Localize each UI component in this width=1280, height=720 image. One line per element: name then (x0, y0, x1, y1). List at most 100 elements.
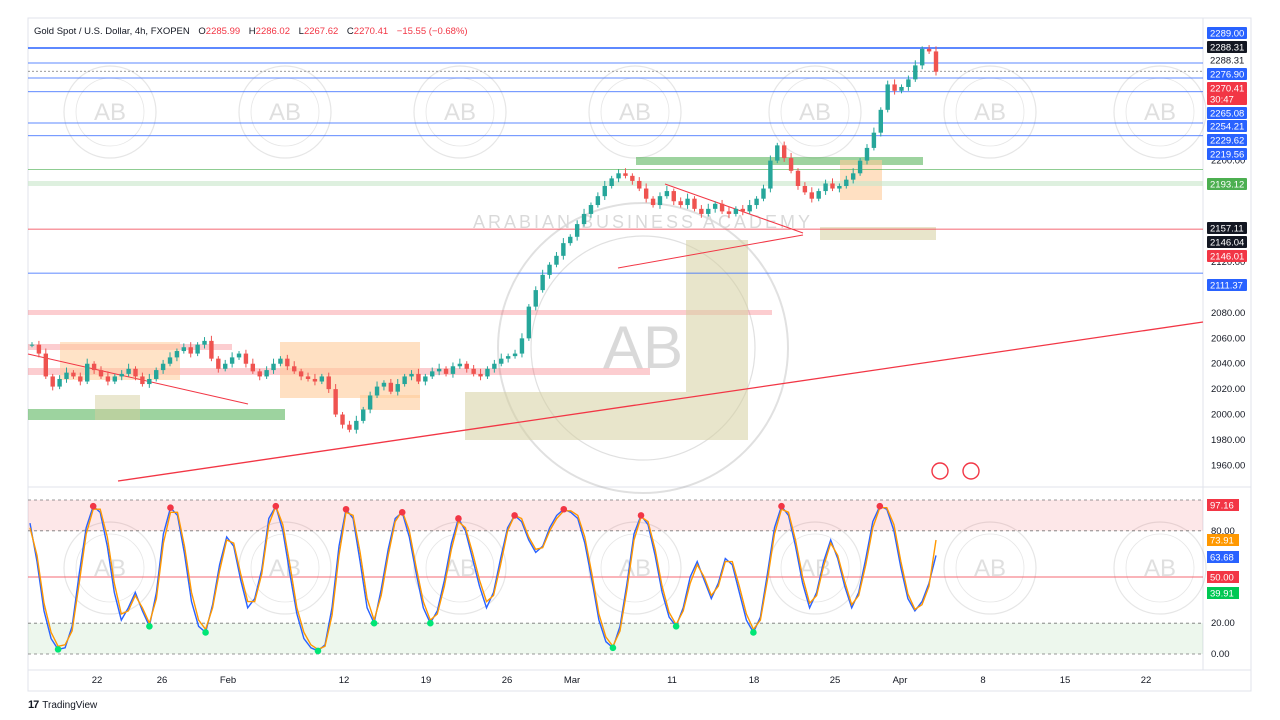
candle-body (768, 160, 773, 189)
price-label: 2157.11 (1210, 224, 1244, 235)
price-label: 2146.01 (1210, 252, 1244, 263)
price-label: 2229.62 (1210, 136, 1244, 147)
osc-value-badge (1207, 551, 1239, 563)
candle-body (802, 186, 808, 193)
price-label: 2289.00 (1210, 29, 1244, 40)
candle-body (885, 84, 890, 110)
us-flag-icon (962, 462, 980, 480)
price-label-badge (1207, 250, 1247, 262)
candle-body (264, 370, 269, 377)
candle-body (878, 109, 883, 133)
price-label: 2270.41 (1210, 84, 1244, 95)
time-axis-tick: 8 (980, 675, 985, 686)
candle-body (588, 205, 594, 214)
candle-body (388, 382, 394, 392)
tradingview-logo[interactable]: 17 TradingView (28, 699, 97, 711)
candle-body (850, 173, 856, 180)
watermark-initials: AB (619, 555, 651, 582)
candle-body (906, 79, 911, 87)
price-label: 2288.31 (1210, 43, 1244, 54)
price-zone (636, 157, 923, 165)
candle-body (91, 363, 97, 371)
time-axis-tick: 18 (749, 675, 760, 686)
candle-body (492, 363, 497, 369)
watermark-ring (63, 521, 157, 615)
overbought-signal-dot (876, 502, 884, 510)
price-label: 2146.04 (1210, 238, 1244, 249)
price-label: 2254.21 (1210, 122, 1244, 133)
candle-body (540, 274, 545, 291)
oversold-signal-dot (370, 619, 378, 627)
candle-body (195, 344, 200, 354)
watermark-initials: AB (974, 99, 1006, 126)
watermark-ring (588, 65, 682, 159)
candle-body (602, 186, 607, 197)
tradingview-brand: TradingView (42, 699, 98, 711)
price-label-badge (1207, 120, 1247, 132)
candle-body (657, 196, 663, 206)
price-zone (360, 395, 420, 410)
candle-body (568, 236, 573, 244)
candle-body (671, 191, 676, 202)
candle-body (202, 340, 207, 345)
watermark-badge: AB (588, 65, 682, 159)
osc-value-label: 39.91 (1210, 589, 1234, 600)
candle-body (29, 344, 35, 346)
close-value: 2270.41 (353, 26, 389, 37)
candle-body (160, 363, 166, 371)
overbought-signal-dot (778, 502, 785, 510)
candle-body (685, 198, 690, 206)
time-axis-tick: Feb (220, 675, 236, 686)
candle-body (319, 376, 325, 382)
overbought-signal-dot (455, 515, 462, 522)
candle-body (285, 358, 290, 367)
candle-body (216, 358, 221, 369)
candle-body (450, 366, 456, 374)
watermark-inner-ring (425, 533, 495, 603)
candle-body (892, 84, 897, 91)
price-axis-tick: 2040.00 (1211, 359, 1245, 370)
time-axis-tick: 22 (92, 675, 103, 686)
us-flag-icon (931, 462, 949, 480)
candle-body (381, 382, 387, 387)
candle-body (188, 347, 193, 354)
price-zone (95, 395, 140, 420)
tradingview-logo-icon: 17 (28, 699, 39, 711)
watermark-initials: AB (269, 555, 301, 582)
candle-body (36, 344, 42, 354)
candle-body (747, 205, 752, 212)
price-label-badge (1207, 41, 1247, 53)
candle-body (533, 290, 538, 307)
candle-body (664, 191, 670, 197)
watermark-badge: AB (413, 65, 507, 159)
price-label: 30:47 (1210, 95, 1234, 106)
time-axis-tick: Apr (893, 675, 908, 686)
price-axis-tick: 2060.00 (1211, 333, 1245, 344)
close-label: C (346, 26, 354, 37)
candle-body (595, 196, 601, 206)
price-label: 2219.56 (1210, 150, 1244, 161)
candle-body (899, 86, 904, 91)
long-trendline (117, 321, 1204, 482)
watermark-badge: AB (768, 521, 862, 615)
candle-body (712, 203, 718, 209)
candle-body (257, 371, 262, 377)
candle-body (650, 198, 656, 206)
candle-body (616, 173, 621, 179)
candle-body (547, 264, 552, 275)
overbought-signal-dot (167, 504, 174, 512)
time-axis-tick: 25 (830, 675, 841, 686)
osc-value-badge (1207, 499, 1239, 511)
candle-body (754, 198, 759, 206)
candle-body (443, 368, 449, 374)
price-label-badge (1207, 93, 1247, 105)
time-axis-tick: 19 (421, 675, 432, 686)
price-zone (28, 310, 772, 315)
watermark-badge: AB (63, 65, 157, 159)
symbol-title[interactable]: Gold Spot / U.S. Dollar, 4h, FXOPEN (34, 26, 190, 37)
candle-body (609, 178, 614, 186)
candle-body (423, 376, 428, 382)
candle-body (857, 160, 863, 174)
overbought-signal-dot (342, 505, 350, 513)
